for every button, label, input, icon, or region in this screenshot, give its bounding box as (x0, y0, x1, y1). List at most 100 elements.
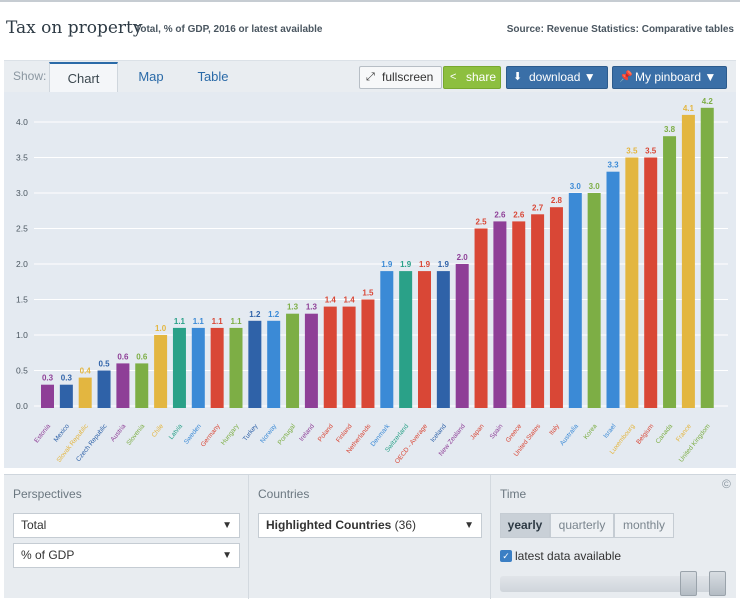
pinboard-button[interactable]: 📌 My pinboard ▼ (612, 66, 727, 89)
dropdown-arrow-icon: ▼ (222, 520, 232, 531)
bar (135, 363, 149, 408)
share-label: share (466, 70, 497, 84)
copyright-mark: © (722, 477, 731, 491)
bar (663, 136, 677, 408)
latest-data-checkbox[interactable]: ✓ (500, 550, 512, 562)
dropdown-arrow-icon: ▼ (464, 520, 474, 531)
data-label: 3.0 (570, 182, 582, 191)
pinboard-label: My pinboard ▼ (635, 70, 717, 84)
data-label: 1.4 (325, 296, 337, 305)
countries-select-value: Highlighted Countries (266, 518, 392, 532)
time-option-monthly[interactable]: monthly (614, 513, 674, 538)
data-label: 1.9 (381, 260, 393, 269)
download-button[interactable]: ⬇ download ▼ (506, 66, 608, 89)
bar (172, 327, 186, 408)
data-label: 1.1 (212, 317, 224, 326)
tab-table[interactable]: Table (197, 69, 229, 84)
bar (700, 107, 714, 409)
time-slider-handle-end[interactable] (709, 571, 726, 596)
bar (512, 221, 526, 408)
bar (191, 327, 205, 408)
x-tick-label: Iceland (430, 423, 449, 444)
dropdown-arrow-icon: ▼ (222, 550, 232, 561)
x-tick-label: Mexico (53, 423, 71, 444)
x-tick-label: Estonia (33, 423, 52, 445)
data-label: 2.6 (494, 210, 506, 219)
data-label: 1.5 (362, 289, 374, 298)
y-tick-label: 1.5 (16, 295, 28, 305)
y-tick-label: 0.5 (16, 366, 28, 376)
page-title: Tax on property (6, 18, 143, 38)
data-label: 2.8 (551, 196, 563, 205)
data-label: 1.9 (400, 260, 412, 269)
x-tick-label: Ireland (298, 423, 316, 443)
x-tick-label: Japan (469, 423, 486, 442)
countries-select[interactable]: Highlighted Countries (36) ▼ (258, 513, 482, 538)
time-slider-track[interactable] (500, 576, 726, 592)
bar (681, 114, 695, 409)
data-label: 1.2 (268, 310, 280, 319)
x-tick-label: Norway (259, 422, 279, 444)
data-label: 1.2 (249, 310, 261, 319)
y-tick-label: 2.0 (16, 259, 28, 269)
bar (229, 327, 243, 408)
x-tick-label: Portugal (277, 422, 298, 446)
data-label: 2.5 (475, 218, 487, 227)
x-tick-label: Latvia (168, 423, 184, 441)
tab-chart[interactable]: Chart (49, 62, 118, 93)
x-tick-label: Slovenia (125, 423, 146, 447)
perspective-select-unit[interactable]: % of GDP ▼ (13, 543, 240, 568)
download-label: download ▼ (529, 70, 596, 84)
x-tick-label: France (675, 423, 693, 444)
toolbar: Show: Chart Map Table ⤢ fullscreen < sha… (4, 60, 736, 93)
data-label: 2.7 (532, 203, 544, 212)
download-icon: ⬇ (513, 71, 523, 83)
share-button[interactable]: < share (443, 66, 501, 89)
bar (116, 363, 130, 408)
perspectives-title: Perspectives (13, 487, 82, 501)
data-label: 1.9 (419, 260, 431, 269)
data-label: 0.4 (80, 367, 92, 376)
bar (606, 171, 620, 408)
time-option-quarterly[interactable]: quarterly (550, 513, 614, 538)
x-tick-label: Greece (505, 423, 524, 444)
latest-data-label: latest data available (515, 549, 622, 563)
y-tick-label: 3.5 (16, 153, 28, 163)
data-label: 2.0 (457, 253, 469, 262)
bar (625, 157, 639, 408)
data-label: 0.6 (117, 352, 129, 361)
bar (436, 271, 450, 408)
data-label: 1.9 (438, 260, 450, 269)
pin-icon: 📌 (619, 71, 633, 83)
fullscreen-button[interactable]: ⤢ fullscreen (359, 66, 442, 89)
source-link[interactable]: Source: Revenue Statistics: Comparative … (506, 24, 734, 35)
x-tick-label: Chile (151, 423, 166, 439)
data-label: 0.3 (61, 374, 73, 383)
perspective-select-value: Total (21, 518, 47, 532)
time-option-yearly[interactable]: yearly (500, 513, 550, 538)
show-label: Show: (13, 69, 47, 83)
y-tick-label: 1.0 (16, 330, 28, 340)
bar (323, 306, 337, 408)
x-tick-label: Belgium (635, 423, 655, 446)
data-label: 1.0 (155, 324, 167, 333)
data-label: 4.1 (683, 104, 695, 113)
perspective-select-total[interactable]: Total ▼ (13, 513, 240, 538)
divider (248, 475, 249, 599)
bar (568, 193, 582, 408)
time-title: Time (500, 487, 527, 501)
data-label: 3.0 (589, 182, 601, 191)
divider (490, 475, 491, 599)
data-label: 1.1 (193, 317, 205, 326)
bar (248, 320, 262, 408)
data-label: 1.3 (306, 303, 318, 312)
time-slider-handle-start[interactable] (680, 571, 697, 596)
x-tick-label: Poland (317, 423, 335, 444)
data-label: 3.8 (664, 125, 676, 134)
tab-map[interactable]: Map (138, 69, 164, 84)
data-label: 3.3 (607, 161, 619, 170)
data-label: 0.6 (136, 352, 148, 361)
y-tick-label: 2.5 (16, 224, 28, 234)
bar (97, 370, 111, 408)
bar (549, 207, 563, 408)
